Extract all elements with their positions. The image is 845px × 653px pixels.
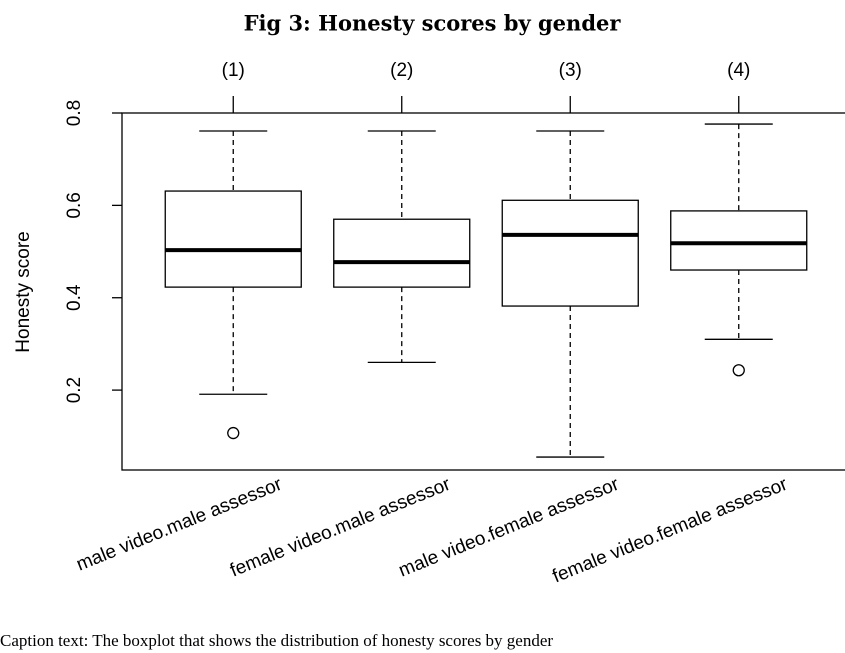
box	[670, 210, 808, 271]
caption: Caption text: The boxplot that shows the…	[0, 631, 553, 650]
y-tick-label: 0.8	[64, 100, 85, 126]
y-tick-label: 0.4	[64, 284, 85, 311]
box	[333, 218, 471, 288]
outlier	[227, 426, 240, 440]
top-label: (1)	[222, 60, 245, 81]
y-axis-label: Honesty score	[13, 231, 34, 352]
chart-title: Fig 3: Honesty scores by gender	[244, 11, 622, 36]
y-tick-label: 0.2	[64, 377, 85, 403]
box	[164, 190, 302, 288]
plot-frame	[121, 112, 845, 471]
top-label: (3)	[559, 60, 582, 81]
box	[501, 199, 639, 307]
top-label: (4)	[727, 60, 750, 81]
y-tick-label: 0.6	[64, 192, 85, 218]
top-label: (2)	[390, 60, 413, 81]
outlier	[732, 364, 745, 377]
